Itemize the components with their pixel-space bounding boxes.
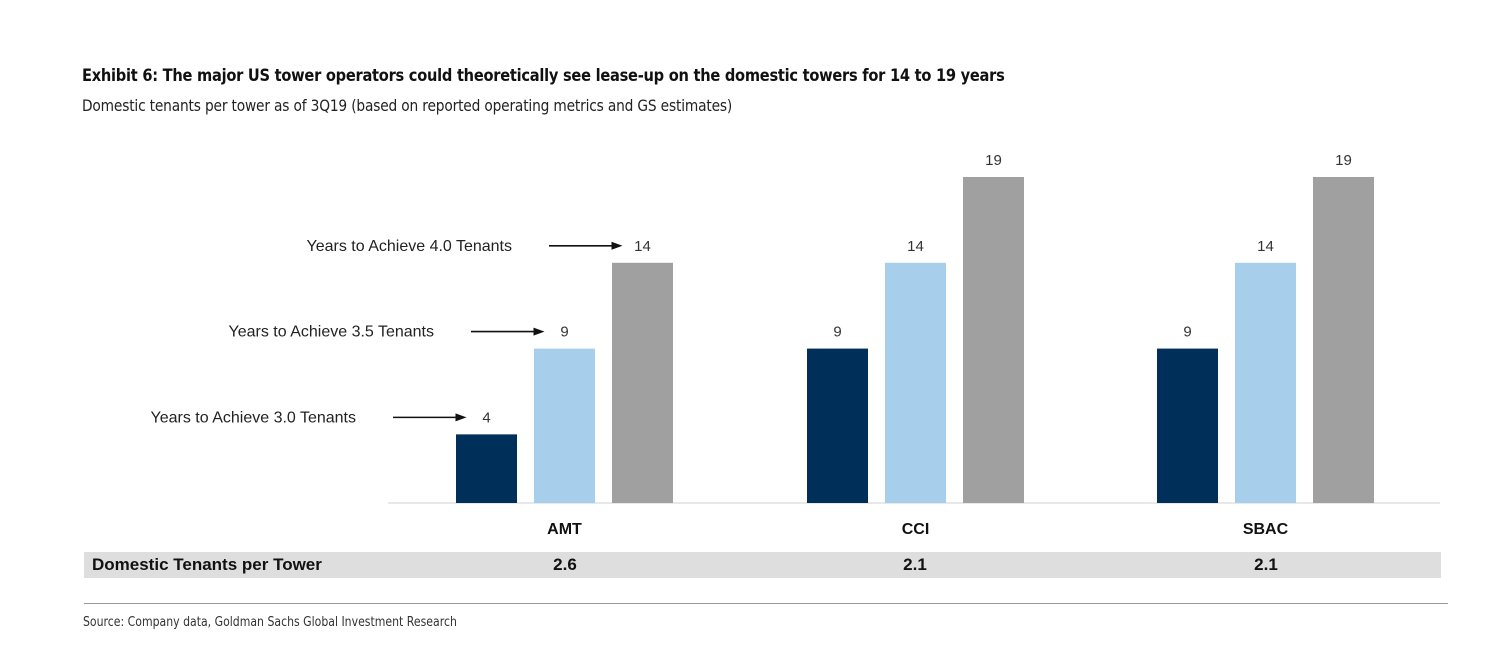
- bar-sbac-series-2: [1235, 262, 1296, 503]
- bar-cci-series-1: [807, 348, 868, 503]
- x-tick-label: SBAC: [1243, 521, 1289, 538]
- data-label: 14: [1257, 238, 1274, 255]
- bar-chart: 4 9 14 AMT 9 14 19 CCI 9 14 19 SBAC Years to Achieve…: [151, 152, 1440, 538]
- legend-annotation-series-2: Years to Achieve 3.5 Tenants: [229, 324, 434, 341]
- data-label: 19: [985, 152, 1002, 169]
- bar-sbac-series-1: [1157, 348, 1218, 503]
- chart-title: Exhibit 6: The major US tower operators …: [82, 66, 1005, 86]
- legend-annotation-series-3: Years to Achieve 4.0 Tenants: [307, 238, 512, 255]
- table-value-amt: 2.6: [553, 555, 577, 574]
- table-row-label: Domestic Tenants per Tower: [92, 555, 322, 574]
- arrow-head-icon: [455, 413, 467, 422]
- bar-amt-series-3: [612, 262, 673, 503]
- table-value-sbac: 2.1: [1254, 555, 1278, 574]
- bar-amt-series-1: [456, 434, 517, 503]
- data-label: 9: [1183, 324, 1191, 341]
- legend-annotation-series-1: Years to Achieve 3.0 Tenants: [151, 409, 356, 426]
- source-note: Source: Company data, Goldman Sachs Glob…: [83, 615, 457, 630]
- data-label: 9: [560, 324, 568, 341]
- data-label: 19: [1335, 152, 1352, 169]
- data-label: 14: [907, 238, 924, 255]
- data-label: 14: [634, 238, 651, 255]
- arrow-head-icon: [611, 241, 623, 250]
- x-tick-label: CCI: [902, 521, 930, 538]
- footer-divider: [84, 603, 1448, 604]
- bar-amt-series-2: [534, 348, 595, 503]
- chart-subtitle: Domestic tenants per tower as of 3Q19 (b…: [82, 96, 733, 115]
- bar-cci-series-2: [885, 262, 946, 503]
- x-tick-label: AMT: [547, 521, 582, 538]
- table-value-cci: 2.1: [903, 555, 927, 574]
- data-label: 9: [833, 324, 841, 341]
- arrow-head-icon: [533, 327, 545, 336]
- bar-sbac-series-3: [1313, 177, 1374, 503]
- tenants-per-tower-row: Domestic Tenants per Tower 2.6 2.1 2.1: [84, 552, 1441, 578]
- bar-cci-series-3: [963, 177, 1024, 503]
- data-label: 4: [482, 409, 490, 426]
